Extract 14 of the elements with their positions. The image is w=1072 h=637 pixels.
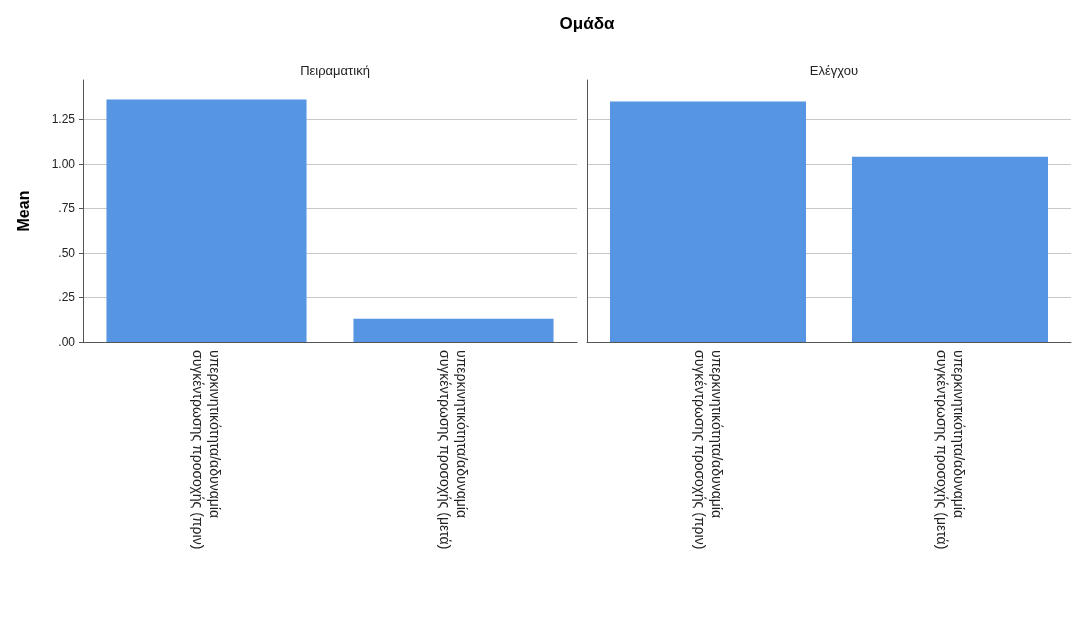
- y-tick-label: .50: [58, 245, 76, 260]
- text: Ομάδα: [558, 14, 616, 34]
- x-tick-label: υπερκινητικότητα/αδυναμία συγκέντρωσης προσοχής (πριν): [190, 350, 223, 550]
- y-axis-title: Mean: [14, 190, 32, 232]
- y-tick-label: 1.25: [51, 112, 76, 127]
- chart-title: Ελέγχου: [809, 63, 859, 78]
- chart-title: Πειραματική: [300, 63, 370, 78]
- y-tick-label: 1.00: [51, 156, 76, 171]
- x-tick-label: υπερκινητικότητα/αδυναμία συγκέντρωσης προσοχής (πριν): [691, 350, 725, 550]
- y-tick-label: .00: [58, 335, 76, 349]
- y-tick-label: .25: [58, 290, 76, 305]
- x-tick-label: υπερκινητικότητα/αδυναμία συγκέντρωσης προσοχής (μετά): [437, 350, 470, 550]
- y-tick-label: .75: [58, 201, 76, 216]
- x-tick-label: υπερκινητικότητα/αδυναμία συγκέντρωσης προσοχής (μετά): [933, 350, 967, 550]
